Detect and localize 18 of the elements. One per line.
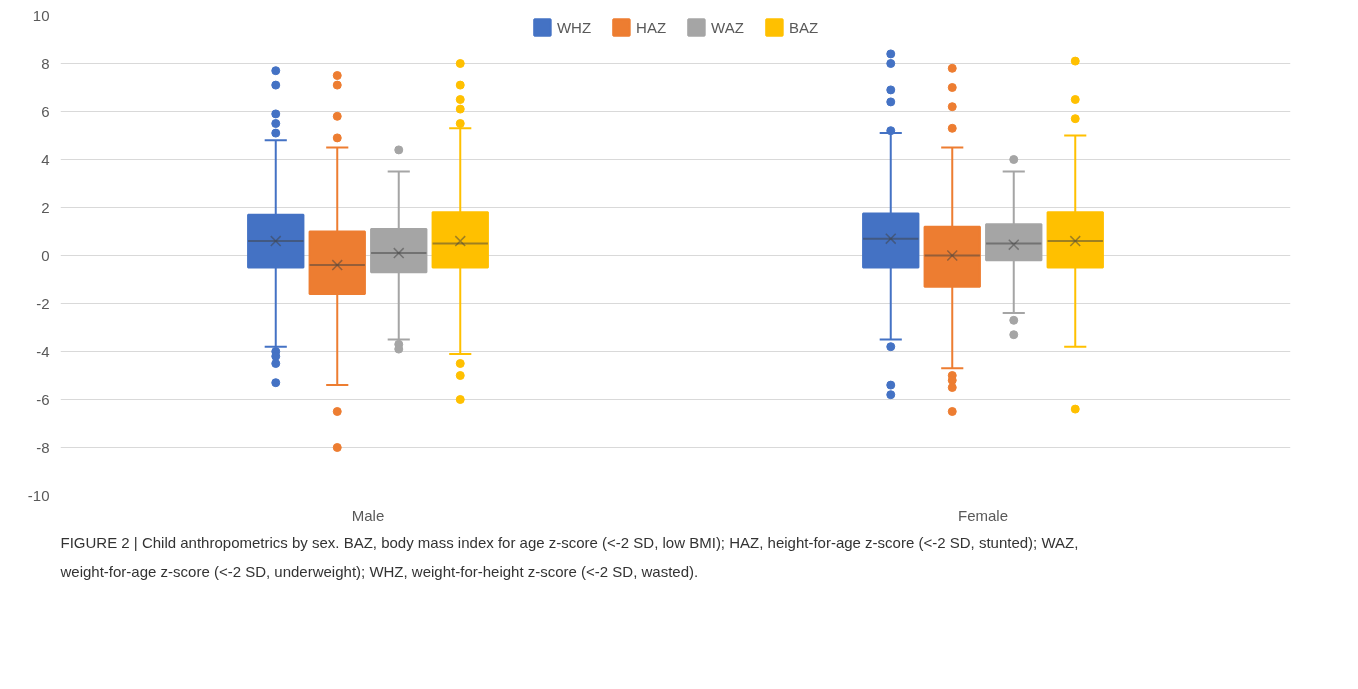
y-tick-label: -2 <box>36 294 50 312</box>
caption: FIGURE 2 | Child anthropometrics by sex. BAZ, body mass index for age z-score (<-2 SD, low BMI); HAZ, height-for-age z-score (<-2 SD, stunted); WAZ, weight-for-age z-score (<-2 SD, underweight); WHZ, weight-for-height z-score (<-2 SD, wasted). <box>59 533 1079 580</box>
y-tick-label: 6 <box>41 102 50 120</box>
y-tick-label: -8 <box>36 438 50 456</box>
legend-label: HAZ <box>636 18 667 36</box>
y-tick-label: -6 <box>36 390 50 408</box>
y-tick-label: -10 <box>27 486 50 504</box>
y-tick-label: -4 <box>36 342 50 360</box>
x-tick-label: Female <box>957 506 1009 524</box>
y-tick-label: 2 <box>41 198 50 216</box>
legend-label: BAZ <box>788 18 819 36</box>
y-tick-label: 0 <box>41 246 50 264</box>
x-tick-label: Male <box>351 506 385 524</box>
y-tick-label: 10 <box>32 6 50 24</box>
y-tick-label: 8 <box>41 54 50 72</box>
y-tick-label: 4 <box>41 150 50 168</box>
legend-label: WHZ <box>556 18 592 36</box>
legend-label: WAZ <box>711 18 744 36</box>
